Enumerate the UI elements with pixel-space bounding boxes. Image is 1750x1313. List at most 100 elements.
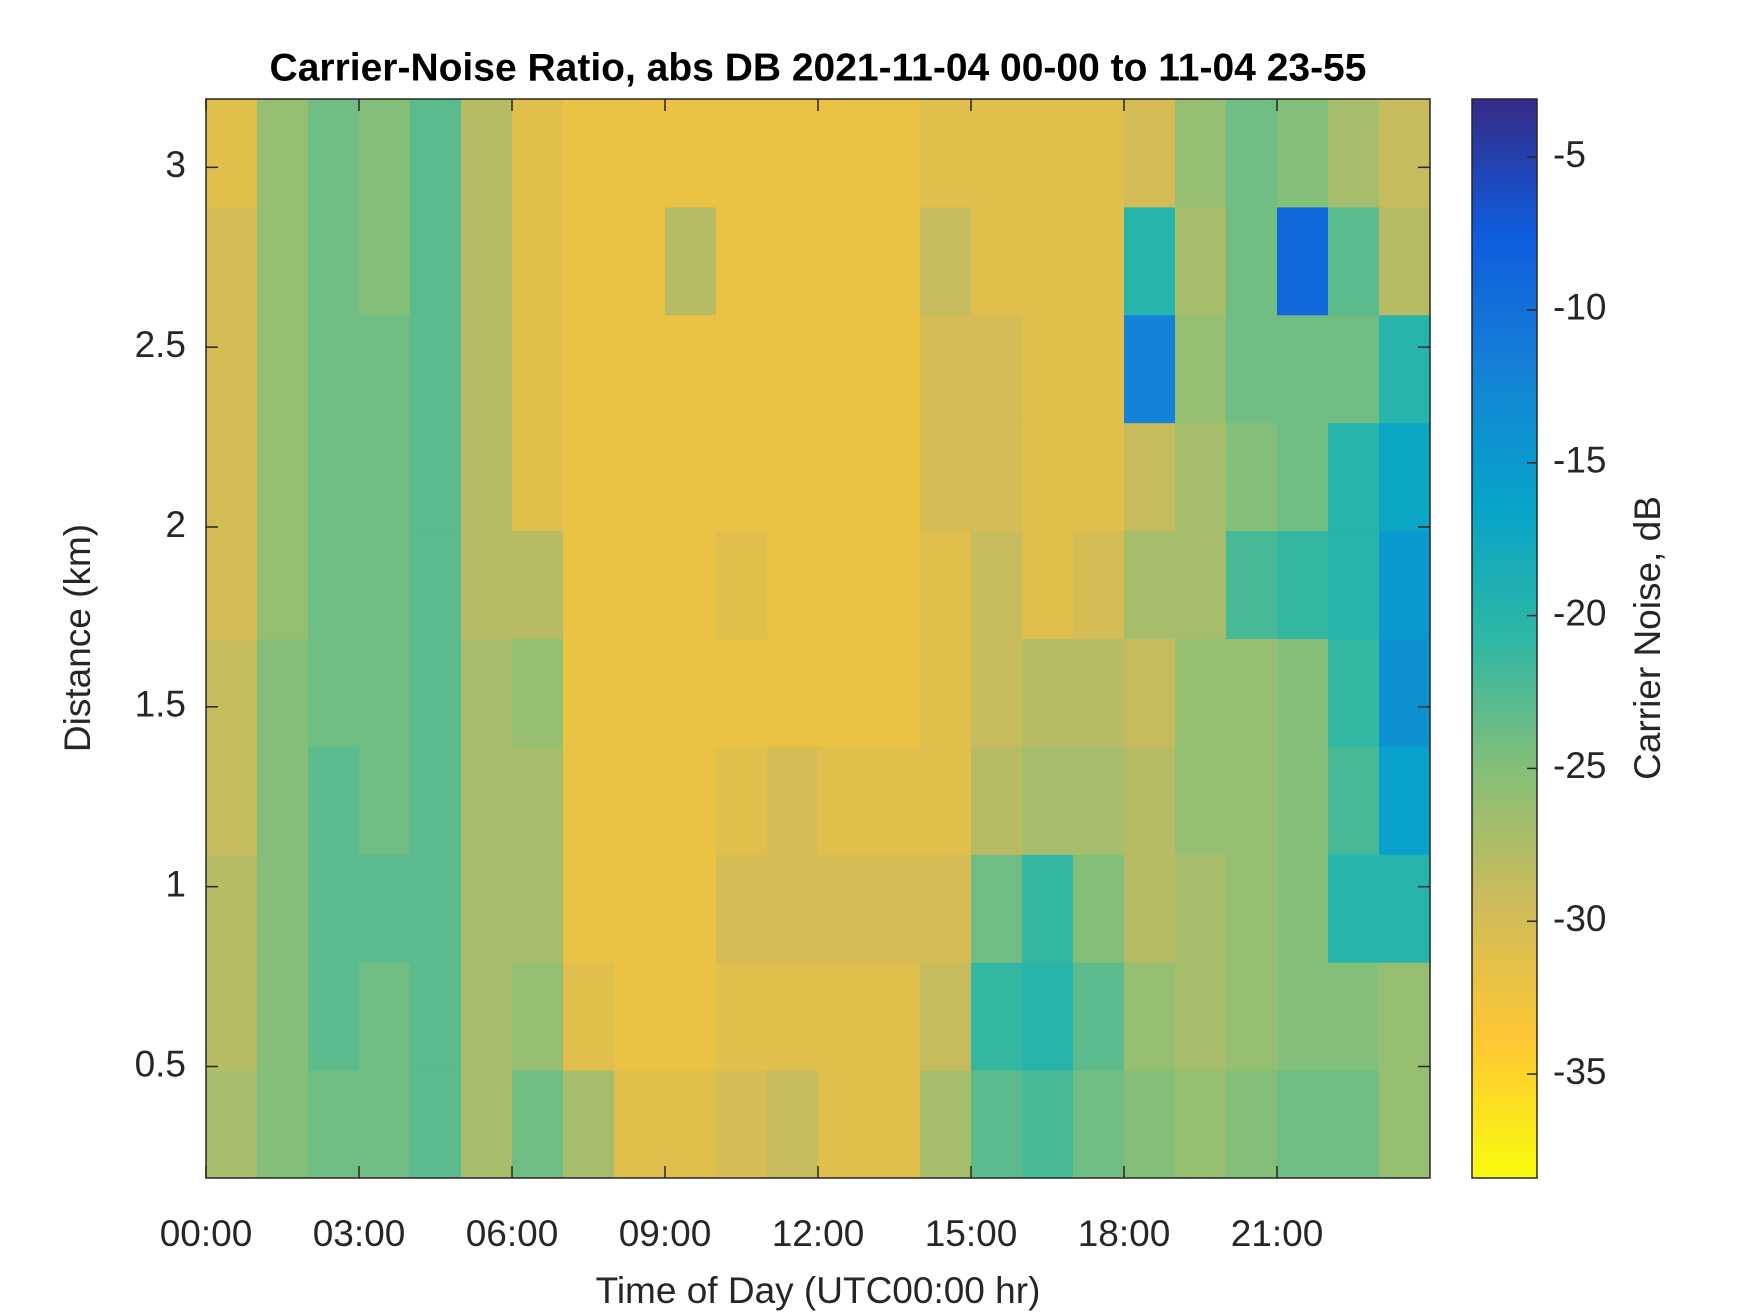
heatmap-cell (920, 422, 972, 532)
heatmap-cell (818, 206, 870, 316)
heatmap-cell (767, 746, 819, 855)
heatmap-cell (257, 530, 309, 639)
heatmap-cell (614, 530, 666, 639)
heatmap-cell (920, 854, 972, 963)
heatmap-cell (461, 206, 513, 316)
heatmap-cell (461, 854, 513, 963)
x-tick-label: 18:00 (1078, 1213, 1171, 1254)
heatmap-cell (563, 206, 615, 316)
colorbar (1471, 98, 1538, 1179)
heatmap-cell (767, 314, 819, 424)
heatmap-cell (716, 746, 768, 855)
heatmap-cell (1175, 99, 1227, 208)
heatmap-cell (971, 1070, 1023, 1179)
heatmap-cell (1175, 206, 1227, 316)
heatmap-cell (512, 99, 564, 208)
heatmap-cell (257, 1070, 309, 1179)
heatmap-cell (461, 746, 513, 855)
heatmap-cell (869, 854, 921, 963)
heatmap-cell (563, 99, 615, 208)
heatmap-cell (869, 422, 921, 532)
heatmap-cell (1277, 638, 1329, 747)
heatmap-cell (869, 638, 921, 747)
heatmap-cell (869, 314, 921, 424)
heatmap-cell (308, 422, 360, 532)
heatmap-cell (665, 206, 717, 316)
x-tick-label: 03:00 (313, 1213, 406, 1254)
heatmap-cell (920, 314, 972, 424)
heatmap-cell (1073, 206, 1125, 316)
heatmap-cell (869, 1070, 921, 1179)
heatmap-cell (1175, 638, 1227, 747)
colorbar-tick-label: -30 (1553, 898, 1606, 939)
heatmap-cell (308, 314, 360, 424)
heatmap-cell (869, 746, 921, 855)
heatmap-cell (206, 1070, 258, 1179)
heatmap-cell (1124, 314, 1176, 424)
heatmap-cell (1277, 530, 1329, 639)
heatmap-cell (1226, 530, 1278, 639)
heatmap-cell (1124, 638, 1176, 747)
heatmap-cell (410, 1070, 462, 1179)
heatmap-cell (359, 1070, 411, 1179)
heatmap-cell (1124, 962, 1176, 1071)
heatmap-cell (410, 530, 462, 639)
heatmap-cell (1022, 1070, 1074, 1179)
heatmap-cell (206, 854, 258, 963)
heatmap-cell (1328, 422, 1380, 532)
heatmap-cell (1379, 314, 1431, 424)
heatmap-cell (665, 746, 717, 855)
heatmap-cell (716, 206, 768, 316)
heatmap-cell (1379, 99, 1431, 208)
heatmap-cell (1226, 206, 1278, 316)
heatmap-cell (716, 1070, 768, 1179)
heatmap-cell (206, 530, 258, 639)
heatmap-cell (716, 962, 768, 1071)
heatmap-cell (512, 314, 564, 424)
heatmap-cell (1226, 99, 1278, 208)
heatmap-cell (410, 99, 462, 208)
heatmap-cell (410, 422, 462, 532)
heatmap-cell (869, 530, 921, 639)
heatmap-cell (1277, 1070, 1329, 1179)
heatmap-cell (767, 530, 819, 639)
heatmap-cell (1073, 530, 1125, 639)
heatmap-cell (767, 962, 819, 1071)
heatmap-cell (818, 1070, 870, 1179)
heatmap-cell (1379, 854, 1431, 963)
heatmap-cell (971, 962, 1023, 1071)
heatmap-cell (614, 314, 666, 424)
heatmap-cell (1073, 314, 1125, 424)
heatmap-cell (818, 854, 870, 963)
heatmap-cell (1022, 530, 1074, 639)
heatmap-cell (512, 422, 564, 532)
heatmap-cell (1379, 422, 1431, 532)
heatmap-cell (359, 314, 411, 424)
heatmap-cell (410, 314, 462, 424)
heatmap-cell (1073, 422, 1125, 532)
heatmap-cell (308, 206, 360, 316)
heatmap-cell (1022, 638, 1074, 747)
heatmap-cell (1124, 854, 1176, 963)
heatmap-cell (920, 530, 972, 639)
heatmap-cell (869, 206, 921, 316)
heatmap-cell (206, 962, 258, 1071)
heatmap-cell (665, 638, 717, 747)
heatmap-cell (869, 99, 921, 208)
heatmap-cell (1073, 746, 1125, 855)
heatmap-cell (206, 638, 258, 747)
heatmap-cell (614, 962, 666, 1071)
heatmap-cell (410, 638, 462, 747)
heatmap-cell (716, 638, 768, 747)
heatmap-cell (665, 422, 717, 532)
heatmap-cell (1124, 206, 1176, 316)
heatmap-cell (308, 854, 360, 963)
colorbar-tick-label: -10 (1553, 287, 1606, 328)
heatmap-cell (971, 746, 1023, 855)
heatmap-cell (461, 422, 513, 532)
heatmap-cell (461, 1070, 513, 1179)
heatmap-cell (818, 422, 870, 532)
heatmap-cell (971, 314, 1023, 424)
x-tick-label: 00:00 (160, 1213, 253, 1254)
heatmap-cell (563, 530, 615, 639)
